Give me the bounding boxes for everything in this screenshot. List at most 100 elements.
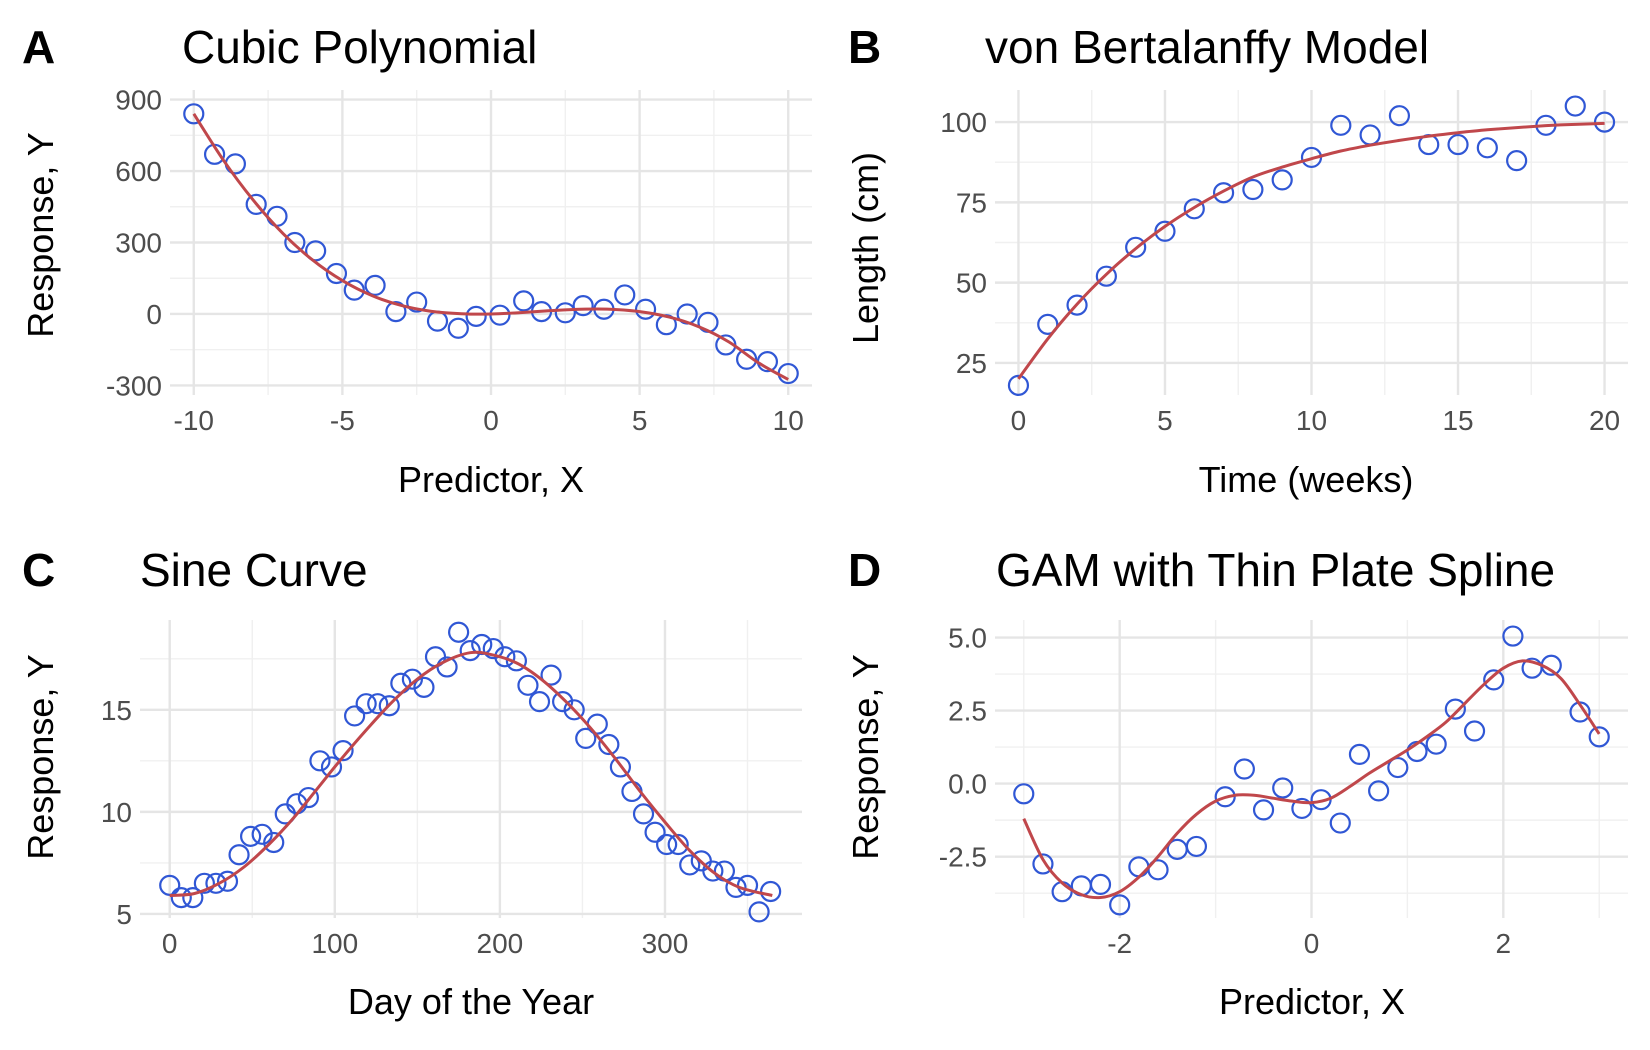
data-point-c (540, 664, 562, 686)
y-tick-label-a: 300 (115, 228, 162, 259)
data-point-d (1348, 743, 1371, 765)
data-point-b (1388, 105, 1411, 127)
data-point-d (1128, 856, 1150, 878)
x-axis-title-c: Day of the Year (348, 981, 594, 1022)
data-point-c (713, 860, 736, 882)
x-tick-label-a: -10 (174, 405, 214, 436)
data-point-c (413, 676, 435, 698)
panel-letter-c: C (22, 544, 55, 596)
data-point-a (554, 302, 576, 324)
y-tick-label-d: 2.5 (948, 696, 987, 727)
data-point-b (1476, 137, 1498, 159)
y-axis-title-d: Response, Y (845, 654, 886, 859)
data-point-d (1147, 859, 1169, 881)
panel-c: C Sine Curve Response, Y Day of the Year… (20, 544, 802, 1022)
data-point-c (240, 825, 262, 847)
y-tick-label-d: 0.0 (948, 769, 987, 800)
x-axis-title-d: Predictor, X (1219, 981, 1405, 1022)
data-point-c (309, 750, 331, 772)
x-tick-label-b: 20 (1589, 405, 1620, 436)
data-point-d (1368, 780, 1390, 802)
x-tick-label-b: 10 (1296, 405, 1327, 436)
data-point-b (1212, 182, 1235, 204)
data-point-a (447, 317, 469, 339)
data-point-c (378, 695, 400, 717)
data-point-d (1051, 881, 1073, 903)
data-point-b (1506, 150, 1528, 172)
data-point-b (1095, 265, 1117, 287)
data-point-a (614, 284, 636, 306)
data-point-d (1502, 625, 1524, 647)
data-point-b (1007, 374, 1030, 396)
data-point-d (1329, 812, 1351, 834)
y-tick-label-b: 75 (956, 187, 987, 218)
data-point-b (1359, 124, 1381, 146)
data-point-c (644, 821, 666, 843)
x-tick-label-b: 5 (1157, 405, 1173, 436)
data-point-c (517, 674, 539, 696)
y-tick-label-d: 5.0 (948, 623, 987, 654)
y-tick-label-c: 10 (101, 797, 132, 828)
y-tick-label-a: -300 (106, 370, 162, 401)
y-tick-label-d: -2.5 (939, 842, 987, 873)
data-point-d (1089, 873, 1112, 896)
y-axis-title-b: Length (cm) (845, 152, 886, 344)
x-tick-label-a: -5 (330, 405, 355, 436)
y-axis-title-c: Response, Y (20, 654, 61, 859)
data-point-a (634, 298, 657, 320)
data-point-a (305, 240, 327, 262)
plot-area-d: -2 0 2 -2.5 0.0 2.5 5.0 (939, 620, 1628, 959)
fit-curve-d (1022, 659, 1601, 900)
data-point-c (586, 713, 608, 735)
data-point-c (228, 844, 250, 866)
panel-letter-a: A (22, 21, 55, 73)
data-point-b (1447, 133, 1469, 156)
data-point-c (297, 786, 319, 809)
data-point-d (1463, 720, 1486, 742)
data-point-c (528, 691, 551, 713)
panel-letter-b: B (848, 21, 881, 73)
x-tick-label-d: 2 (1496, 928, 1512, 959)
data-point-a (385, 301, 407, 323)
panel-title-d: GAM with Thin Plate Spline (996, 544, 1555, 596)
panel-d: D GAM with Thin Plate Spline Response, Y… (845, 544, 1628, 1022)
data-point-c (216, 870, 239, 892)
fit-curve-c (169, 650, 773, 897)
data-point-c (320, 756, 343, 778)
data-point-c (725, 876, 747, 898)
data-point-c (355, 693, 377, 715)
panel-title-b: von Bertalanffy Model (985, 21, 1429, 73)
x-tick-label-d: 0 (1304, 928, 1320, 959)
data-point-b (1271, 169, 1293, 191)
data-point-d (1252, 799, 1275, 821)
data-point-c (598, 733, 620, 756)
x-axis-title-a: Predictor, X (398, 459, 584, 500)
plot-area-b: 0 5 10 15 20 25 50 75 100 (940, 90, 1628, 436)
x-tick-label-b: 0 (1011, 405, 1027, 436)
panel-b: B von Bertalanffy Model Length (cm) Time… (845, 21, 1628, 500)
plot-area-c: 0 100 200 300 5 10 15 (101, 620, 802, 959)
plot-area-a: -10 -5 0 5 10 -300 0 300 600 900 (106, 85, 812, 436)
data-point-c (193, 872, 215, 894)
y-tick-label-b: 100 (940, 107, 987, 138)
fit-curve-b (1017, 121, 1605, 380)
y-tick-label-c: 15 (101, 695, 132, 726)
data-point-a (736, 348, 758, 370)
data-point-b (1183, 198, 1205, 220)
data-point-d (1013, 783, 1035, 805)
data-point-a (325, 262, 348, 285)
data-point-c (748, 901, 770, 923)
data-point-d (1425, 733, 1447, 755)
data-point-c (205, 872, 227, 894)
y-axis-title-a: Response, Y (20, 132, 61, 337)
data-point-d (1444, 698, 1466, 720)
data-point-b (1593, 111, 1616, 133)
panel-a: A Cubic Polynomial Response, Y Predictor… (20, 21, 812, 500)
data-point-c (609, 756, 632, 778)
data-point-d (1588, 726, 1610, 748)
data-point-a (284, 231, 306, 254)
data-point-c (632, 803, 655, 825)
data-point-c (702, 860, 724, 882)
data-point-c (448, 621, 470, 643)
